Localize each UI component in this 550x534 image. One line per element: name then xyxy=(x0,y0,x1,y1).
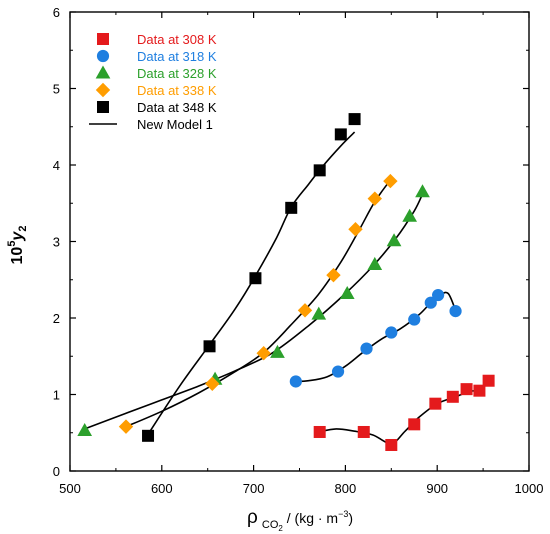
legend-label: Data at 338 K xyxy=(137,83,217,98)
axis-ticks: 500 600 700 800 900 1000 0 1 2 3 4 5 6 xyxy=(53,5,544,496)
y-tick-label: 3 xyxy=(53,235,60,250)
x-tick-label: 900 xyxy=(426,481,448,496)
model-curve-series-4 xyxy=(147,131,356,435)
data-point-series-3 xyxy=(383,173,398,189)
y-tick-label: 6 xyxy=(53,5,60,20)
y-tick-label: 2 xyxy=(53,311,60,326)
data-point-series-2 xyxy=(270,344,285,358)
legend-marker xyxy=(96,49,110,63)
y-tick-label: 5 xyxy=(53,82,60,97)
x-axis-unit-sup: −3 xyxy=(338,509,348,519)
data-point-series-2 xyxy=(415,184,430,198)
data-point-series-4 xyxy=(142,429,155,442)
data-point-series-0 xyxy=(446,390,459,403)
y-axis-sub: 2 xyxy=(17,226,29,232)
data-point-series-3 xyxy=(256,345,271,361)
model-curves xyxy=(84,131,489,445)
x-tick-label: 800 xyxy=(335,481,357,496)
data-point-series-3 xyxy=(348,222,363,237)
data-point-series-4 xyxy=(249,272,262,285)
x-tick-label: 700 xyxy=(243,481,265,496)
legend-marker xyxy=(97,33,109,45)
y-tick-label: 1 xyxy=(53,388,60,403)
data-point-series-0 xyxy=(473,384,486,397)
data-point-series-0 xyxy=(460,383,473,396)
y-axis-sup: 5 xyxy=(6,241,18,247)
x-axis-label: ρ CO2 / (kg · m−3) xyxy=(247,507,353,533)
data-point-series-2 xyxy=(339,286,355,300)
y-axis-var: y xyxy=(9,231,26,242)
data-point-series-4 xyxy=(334,128,347,141)
data-point-series-3 xyxy=(205,376,220,391)
data-point-series-2 xyxy=(77,422,93,436)
data-point-series-2 xyxy=(367,256,383,270)
y-axis-label: 105y2 xyxy=(6,226,29,265)
data-point-series-3 xyxy=(326,267,341,283)
x-axis-subscript: CO xyxy=(262,519,279,531)
data-point-series-0 xyxy=(357,425,370,438)
x-axis-symbol: ρ xyxy=(247,507,258,528)
x-tick-label: 500 xyxy=(59,481,81,496)
data-point-series-0 xyxy=(385,438,398,451)
data-point-series-0 xyxy=(313,425,326,438)
y-tick-label: 0 xyxy=(53,464,60,479)
data-point-series-3 xyxy=(297,303,313,318)
data-point-series-2 xyxy=(311,306,327,320)
x-axis-unit-close: ) xyxy=(348,510,353,526)
data-point-series-0 xyxy=(408,418,421,431)
legend-label: Data at 308 K xyxy=(137,32,217,47)
data-point-series-1 xyxy=(331,365,345,378)
data-markers xyxy=(77,113,495,451)
legend-label: Data at 328 K xyxy=(137,66,217,81)
data-point-series-4 xyxy=(313,164,326,177)
legend-marker xyxy=(95,82,111,98)
x-tick-label: 1000 xyxy=(515,481,544,496)
legend-label: New Model 1 xyxy=(137,117,213,132)
data-point-series-1 xyxy=(385,326,398,339)
x-tick-label: 600 xyxy=(151,481,173,496)
data-point-series-1 xyxy=(432,288,445,302)
legend: Data at 308 K Data at 318 K Data at 328 K D… xyxy=(89,32,217,132)
y-tick-label: 4 xyxy=(53,158,60,173)
model-curve-series-2 xyxy=(84,193,424,430)
model-curve-series-3 xyxy=(125,178,392,428)
data-point-series-4 xyxy=(348,113,361,126)
data-point-series-2 xyxy=(386,233,402,247)
x-axis-subscript-2: 2 xyxy=(278,524,283,533)
data-point-series-1 xyxy=(408,313,421,326)
data-point-series-3 xyxy=(118,419,134,434)
legend-label: Data at 318 K xyxy=(137,49,217,64)
data-point-series-1 xyxy=(289,375,302,388)
data-point-series-4 xyxy=(285,201,298,214)
data-point-series-2 xyxy=(402,208,418,222)
data-point-series-1 xyxy=(449,305,462,318)
data-point-series-4 xyxy=(203,340,216,353)
data-point-series-0 xyxy=(482,374,495,387)
legend-label: Data at 348 K xyxy=(137,100,217,115)
legend-marker xyxy=(95,65,111,79)
x-axis-unit: / (kg · m xyxy=(283,510,338,526)
data-point-series-1 xyxy=(424,296,437,309)
data-point-series-3 xyxy=(367,191,382,206)
data-point-series-0 xyxy=(429,397,442,410)
y-axis-prefix: 10 xyxy=(9,247,26,265)
data-point-series-1 xyxy=(360,342,373,355)
legend-marker xyxy=(97,101,109,113)
